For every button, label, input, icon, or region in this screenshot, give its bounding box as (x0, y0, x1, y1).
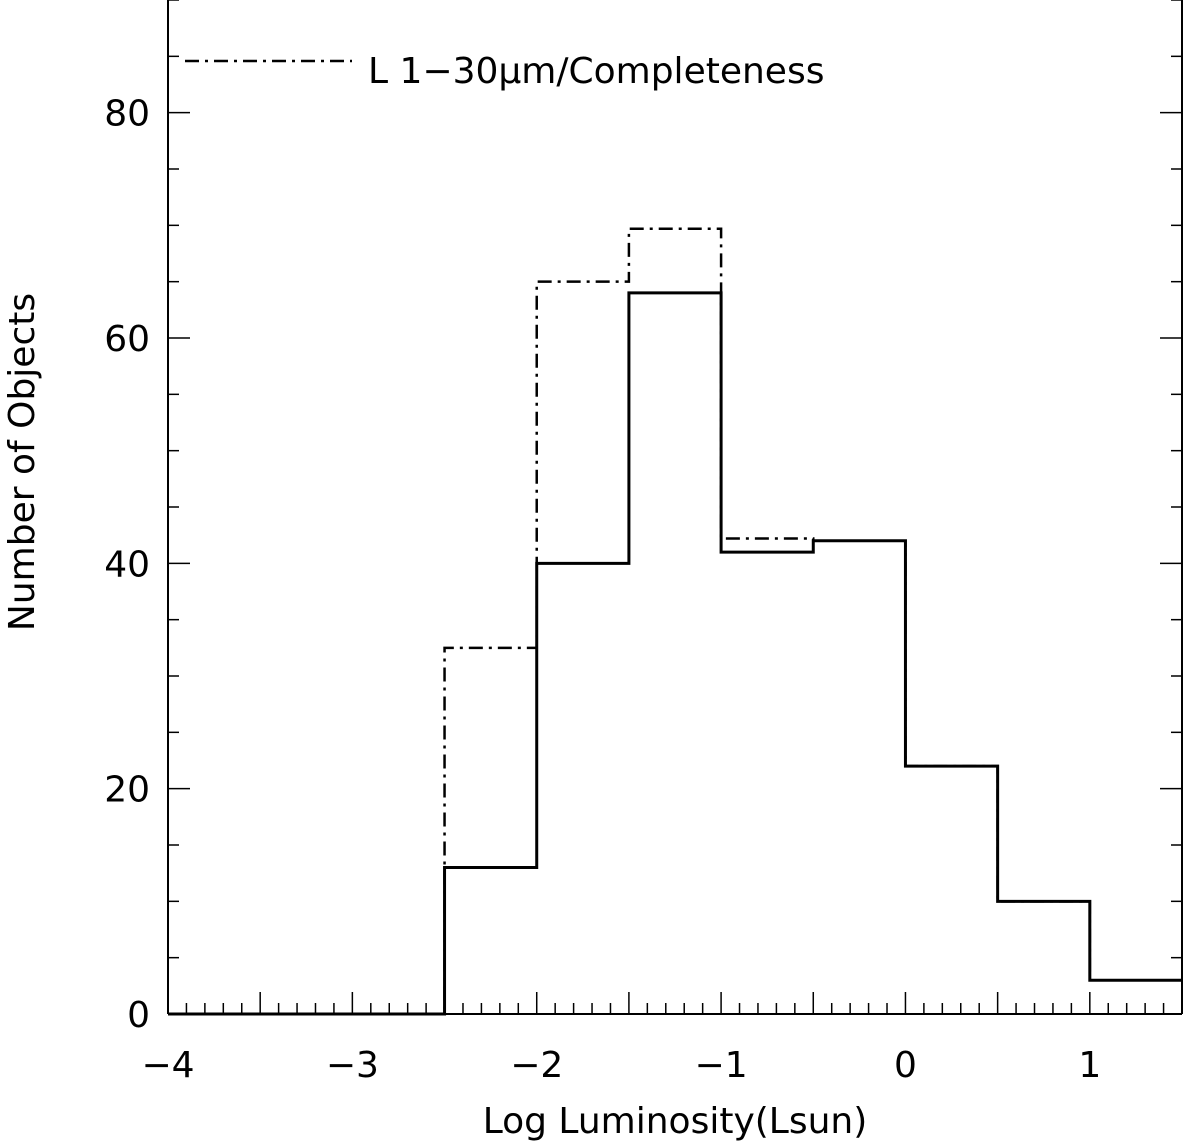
legend-label: L 1−30μm/Completeness (368, 51, 824, 92)
y-tick-label: 40 (104, 544, 150, 585)
series-layer (168, 227, 1182, 1016)
series-solid-histogram (168, 291, 1182, 1016)
y-tick-label: 80 (104, 94, 150, 135)
x-tick-label: −3 (326, 1045, 379, 1086)
y-tick-label: 60 (104, 319, 150, 360)
y-tick-label: 0 (127, 995, 150, 1036)
x-tick-label: −1 (695, 1045, 748, 1086)
x-tick-label: −2 (510, 1045, 563, 1086)
y-axis-title: Number of Objects (2, 293, 43, 631)
x-tick-label: −4 (141, 1045, 194, 1086)
x-tick-label: 1 (1078, 1045, 1101, 1086)
legend: L 1−30μm/Completeness (185, 51, 824, 92)
y-tick-label: 20 (104, 770, 150, 811)
x-tick-label: 0 (894, 1045, 917, 1086)
series-dash-dot-histogram (168, 227, 1182, 1016)
x-axis-title: Log Luminosity(Lsun) (483, 1101, 868, 1142)
